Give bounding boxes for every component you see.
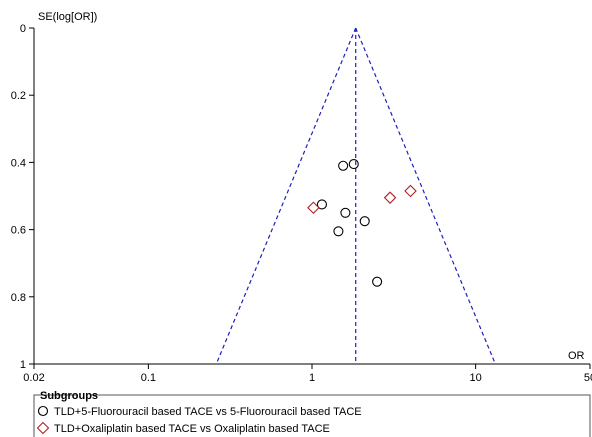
data-point-circle (372, 276, 383, 287)
y-tick-label: 0.2 (11, 90, 26, 102)
x-axis-title: OR (568, 350, 585, 362)
y-tick-label: 0.6 (11, 225, 26, 237)
legend: Subgroups TLD+5-Fluorouracil based TACE … (33, 390, 591, 437)
data-point-circle (333, 226, 344, 237)
data-point-diamond (383, 191, 397, 204)
legend-title: Subgroups (40, 390, 98, 402)
data-point-circle (359, 216, 370, 227)
data-point-circle (338, 160, 349, 171)
data-points (307, 159, 417, 287)
y-axis-title: SE(log[OR]) (38, 11, 97, 23)
legend-marker-circle (37, 405, 49, 417)
data-point-circle (348, 159, 359, 170)
funnel-right-line (355, 27, 496, 365)
data-point-circle (340, 207, 351, 218)
x-ticks: 0.02 0.1 1 10 50 (23, 364, 592, 384)
funnel-left-line (215, 27, 357, 365)
legend-items: TLD+5-Fluorouracil based TACE vs 5-Fluor… (36, 405, 362, 435)
y-tick-label: 0.4 (11, 157, 26, 169)
data-point-circle (316, 199, 327, 210)
y-tick-label: 1 (20, 359, 26, 371)
y-tick-label: 0.8 (11, 292, 26, 304)
legend-label: TLD+5-Fluorouracil based TACE vs 5-Fluor… (54, 406, 362, 418)
x-tick-label: 1 (309, 372, 315, 384)
x-tick-label: 0.1 (141, 372, 156, 384)
funnel-lines (215, 27, 496, 365)
data-point-diamond (404, 184, 417, 198)
legend-marker-diamond (36, 421, 50, 435)
legend-frame (33, 394, 591, 437)
y-ticks: 0 0.2 0.4 0.6 0.8 1 (11, 23, 34, 371)
x-tick-label: 10 (470, 372, 482, 384)
legend-label: TLD+Oxaliplatin based TACE vs Oxaliplati… (54, 423, 330, 435)
y-tick-label: 0 (20, 23, 26, 35)
axes (33, 28, 590, 365)
data-point-diamond (307, 201, 320, 215)
x-tick-label: 0.02 (23, 372, 44, 384)
x-tick-label: 50 (584, 372, 592, 384)
